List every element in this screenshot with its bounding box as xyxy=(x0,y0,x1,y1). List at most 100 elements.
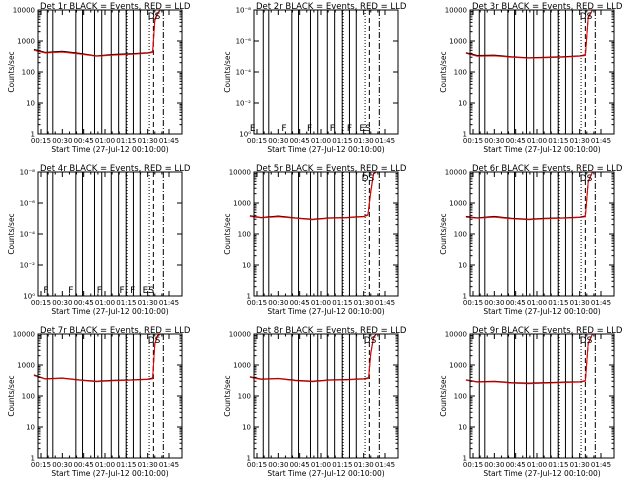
panel-title: Det 3r BLACK = Events, RED = LLD xyxy=(472,2,623,12)
x-tick-label: 01:30 xyxy=(570,461,590,469)
x-tick-label: 01:15 xyxy=(332,461,352,469)
event-flag-label: DS xyxy=(362,174,375,184)
x-tick-label: 01:00 xyxy=(527,461,547,469)
event-flag-label: DS xyxy=(580,174,593,184)
x-axis-label: Start Time (27-Jul-12 00:10:00) xyxy=(267,469,384,478)
x-axis-label: Start Time (27-Jul-12 00:10:00) xyxy=(267,307,384,316)
x-tick-label: 00:15 xyxy=(463,461,483,469)
x-tick-label: 01:45 xyxy=(159,461,179,469)
event-flag-label: DS xyxy=(148,12,161,22)
x-tick-label: 00:15 xyxy=(31,461,51,469)
plot-frame xyxy=(469,171,615,297)
x-tick-label: 00:15 xyxy=(31,137,51,145)
x-tick-label: 00:30 xyxy=(52,137,72,145)
plot-frame xyxy=(469,333,615,459)
x-tick-label: 00:45 xyxy=(290,461,310,469)
y-axis-label: Counts/sec xyxy=(7,375,16,416)
x-tick-label: 00:15 xyxy=(463,299,483,307)
plot-frame xyxy=(469,9,615,135)
lld-series-line xyxy=(249,333,377,383)
x-tick-label: 01:30 xyxy=(138,461,158,469)
y-tick-label: 10⁻⁸ xyxy=(20,169,36,177)
x-tick-label: 01:45 xyxy=(375,299,395,307)
x-tick-label: 00:30 xyxy=(484,461,504,469)
y-tick-label: 10000 xyxy=(229,331,251,339)
plot-frame xyxy=(37,333,183,459)
y-tick-label: 10000 xyxy=(13,331,35,339)
x-tick-label: 01:00 xyxy=(311,461,331,469)
event-flag-label: DS xyxy=(148,336,161,346)
event-flag-label: ES xyxy=(359,124,371,134)
x-tick-label: 01:15 xyxy=(332,137,352,145)
y-tick-label: 10 xyxy=(242,262,251,270)
x-tick-label: 00:45 xyxy=(290,299,310,307)
x-tick-label: 01:30 xyxy=(138,137,158,145)
panel-title: Det 7r BLACK = Events, RED = LLD xyxy=(40,326,191,336)
y-tick-label: 10 xyxy=(458,100,467,108)
x-tick-label: 01:15 xyxy=(548,299,568,307)
x-axis-label: Start Time (27-Jul-12 00:10:00) xyxy=(51,469,168,478)
event-flag-label: F xyxy=(281,124,286,134)
plot-frame xyxy=(253,9,399,135)
plot-frame xyxy=(253,333,399,459)
plot-frame xyxy=(37,171,183,297)
x-tick-label: 01:30 xyxy=(354,461,374,469)
x-tick-label: 01:15 xyxy=(332,299,352,307)
panel-title: Det 1r BLACK = Events, RED = LLD xyxy=(40,2,191,12)
x-tick-label: 00:15 xyxy=(463,137,483,145)
x-tick-label: 01:00 xyxy=(527,299,547,307)
y-tick-label: 1 xyxy=(31,455,35,463)
x-tick-label: 01:45 xyxy=(591,137,611,145)
y-tick-label: 1000 xyxy=(449,38,467,46)
y-axis-label: Counts/sec xyxy=(7,51,16,92)
lld-series-line xyxy=(33,333,161,383)
y-tick-label: 10000 xyxy=(229,169,251,177)
panel-title: Det 8r BLACK = Events, RED = LLD xyxy=(256,326,407,336)
event-flag-label: ES xyxy=(143,286,155,296)
y-tick-label: 10000 xyxy=(445,7,467,15)
panel-title: Det 2r BLACK = Events, RED = LLD xyxy=(256,2,407,12)
x-tick-label: 00:45 xyxy=(506,461,526,469)
x-tick-label: 00:30 xyxy=(52,461,72,469)
event-flag-label: F xyxy=(68,286,73,296)
x-tick-label: 01:00 xyxy=(95,299,115,307)
lld-series-line xyxy=(249,171,377,221)
x-tick-label: 00:30 xyxy=(268,137,288,145)
y-tick-label: 10 xyxy=(26,424,35,432)
y-axis-label: Counts/sec xyxy=(439,213,448,254)
panel-title: Det 4r BLACK = Events, RED = LLD xyxy=(40,164,191,174)
y-tick-label: 1000 xyxy=(17,362,35,370)
x-axis-label: Start Time (27-Jul-12 00:10:00) xyxy=(51,307,168,316)
x-tick-label: 01:45 xyxy=(159,137,179,145)
x-tick-label: 00:45 xyxy=(506,137,526,145)
y-tick-label: 10 xyxy=(242,424,251,432)
x-tick-label: 00:15 xyxy=(247,137,267,145)
y-tick-label: 1000 xyxy=(449,200,467,208)
event-flag-label: F xyxy=(119,286,124,296)
event-flag-label: DS xyxy=(364,336,377,346)
event-flag-label: DS xyxy=(580,12,593,22)
y-tick-label: 10⁻⁸ xyxy=(236,7,252,15)
event-flag-label: F xyxy=(347,124,352,134)
x-axis-label: Start Time (27-Jul-12 00:10:00) xyxy=(483,307,600,316)
x-tick-label: 01:00 xyxy=(527,137,547,145)
y-tick-label: 1000 xyxy=(233,362,251,370)
x-tick-label: 01:30 xyxy=(354,299,374,307)
y-tick-label: 100 xyxy=(454,393,467,401)
y-tick-label: 1 xyxy=(31,131,35,139)
y-tick-label: 100 xyxy=(238,231,251,239)
x-axis-label: Start Time (27-Jul-12 00:10:00) xyxy=(267,145,384,154)
event-flag-label: F xyxy=(97,286,102,296)
detector-panel: E F F F F ES 10⁰ 10⁻² 10⁻⁴ 10⁻⁶ 10⁻⁸ 00:15 00:30 00:4… xyxy=(223,2,407,154)
y-tick-label: 10 xyxy=(26,100,35,108)
x-tick-label: 01:00 xyxy=(95,461,115,469)
x-tick-label: 01:00 xyxy=(311,137,331,145)
panel-title: Det 5r BLACK = Events, RED = LLD xyxy=(256,164,407,174)
y-tick-label: 10⁻⁶ xyxy=(236,38,252,46)
x-tick-label: 01:30 xyxy=(354,137,374,145)
x-tick-label: 00:45 xyxy=(74,137,94,145)
